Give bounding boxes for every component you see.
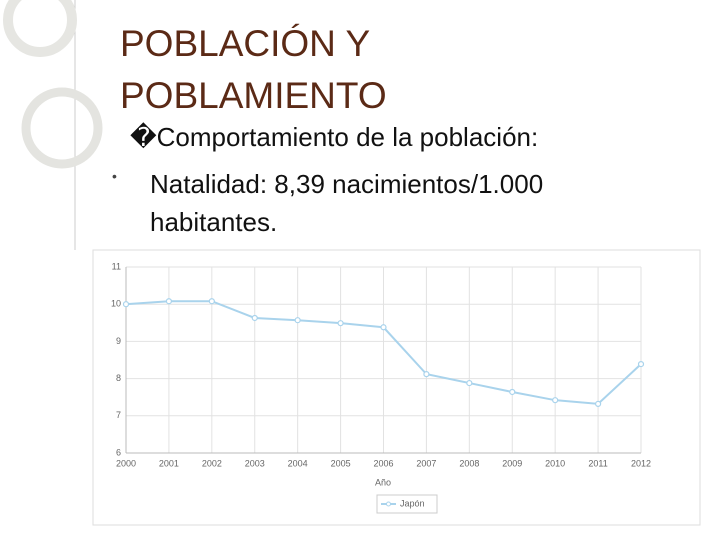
chart-frame bbox=[92, 249, 701, 526]
x-tick-label: 2006 bbox=[373, 458, 393, 468]
x-tick-label: 2005 bbox=[331, 458, 351, 468]
legend-swatch bbox=[386, 501, 391, 507]
y-tick-label: 7 bbox=[116, 410, 121, 420]
x-tick-label: 2003 bbox=[245, 458, 265, 468]
point bbox=[509, 388, 516, 396]
x-tick-label: 2002 bbox=[202, 458, 222, 468]
y-tick-label: 8 bbox=[116, 373, 121, 383]
title-line: POBLAMIENTO bbox=[120, 75, 387, 116]
x-tick-label: 2004 bbox=[288, 458, 308, 468]
point bbox=[594, 400, 602, 407]
y-tick-label: 10 bbox=[111, 299, 121, 309]
x-tick-label: 2000 bbox=[116, 458, 136, 468]
x-tick-label: 2001 bbox=[159, 458, 179, 468]
x-tick-label: 2008 bbox=[459, 458, 479, 468]
point bbox=[552, 397, 559, 404]
x-tick-label: 2009 bbox=[502, 458, 522, 468]
x-tick-label: 2012 bbox=[631, 458, 651, 468]
title: POBLACIÓN Y POBLAMIENTO bbox=[120, 18, 387, 122]
point bbox=[637, 360, 645, 368]
heading: �Comportamiento de la población: bbox=[130, 122, 539, 152]
title-line: POBLACIÓN Y bbox=[120, 23, 371, 64]
point bbox=[165, 298, 173, 305]
x-tick-label: 2010 bbox=[545, 458, 565, 468]
y-tick-label: 6 bbox=[116, 447, 121, 457]
point bbox=[294, 317, 301, 324]
y-tick-label: 9 bbox=[116, 336, 121, 346]
bullet-dot: • bbox=[112, 168, 117, 184]
point bbox=[423, 371, 430, 378]
y-tick-label: 11 bbox=[112, 261, 121, 271]
bullet: Natalidad: 8,39 nacimientos/1.000 habita… bbox=[150, 169, 544, 237]
x-tick-label: 2007 bbox=[416, 458, 436, 468]
point bbox=[122, 301, 130, 308]
legend-box bbox=[376, 494, 438, 514]
point bbox=[466, 379, 473, 387]
point bbox=[337, 320, 344, 327]
point bbox=[208, 298, 215, 305]
point bbox=[380, 324, 387, 331]
x-tick-label: 2011 bbox=[588, 458, 607, 468]
point bbox=[251, 314, 258, 322]
legend-label: Japón bbox=[400, 498, 425, 508]
x-axis-label: Año bbox=[375, 477, 391, 487]
